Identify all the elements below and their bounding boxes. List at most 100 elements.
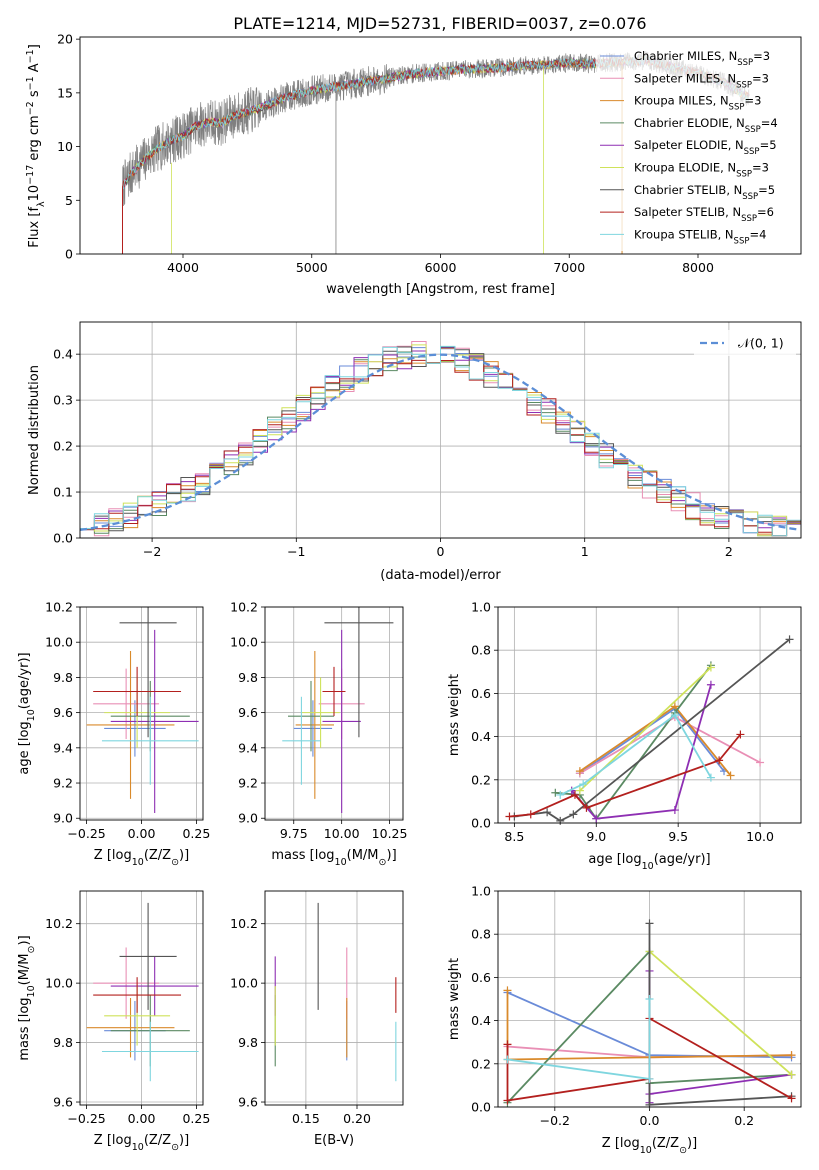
weight-marker-salpeter_miles-2 [756, 758, 765, 767]
weight-marker-chabrier_stelib-2 [556, 816, 565, 825]
weight-marker-kroupa_miles-3 [787, 1051, 796, 1060]
ytick-label-3: 0.3 [53, 393, 73, 408]
xtick-label-4: 8000 [682, 260, 714, 275]
ytick-label-2: 0.4 [471, 1013, 491, 1028]
ytick-label-1: 9.8 [238, 1035, 258, 1050]
mass_vs_Z-xlabel: Z [log10(Z/Z⊙)] [94, 1133, 189, 1153]
ytick-label-3: 0.6 [471, 970, 491, 985]
ytick-label-2: 10 [57, 139, 73, 154]
weight-line-kroupa_stelib [559, 713, 712, 796]
weight-vs-age-panel: 8.5 9.0 9.5 10.0 0.0 0.2 0.4 0.6 0.8 1.0 age [log1… [447, 600, 802, 872]
ytick-label-4: 9.8 [53, 670, 73, 685]
spectrum-ylabel: Flux [fλ10−17 erg cm−2 s−1 A−1] [25, 44, 47, 248]
legend-label-kroupa_elodie: Kroupa ELODIE, NSSP=3 [634, 161, 769, 180]
ytick-label-4: 20 [57, 32, 73, 47]
legend-label-kroupa_stelib: Kroupa STELIB, NSSP=4 [634, 227, 766, 246]
xtick-label-0: 4000 [167, 260, 199, 275]
weight-marker-kroupa_elodie-1 [787, 1070, 796, 1079]
axes-frame [79, 606, 204, 821]
legend-label-chabrier_stelib: Chabrier STELIB, NSSP=5 [634, 183, 775, 202]
weight-marker-kroupa_miles-0 [575, 767, 584, 776]
ytick-label-0: 0.0 [471, 816, 491, 831]
ytick-label-3: 9.6 [238, 705, 258, 720]
residuals-panel: −2 −1 0 1 2 0.0 0.1 0.2 0.3 0.4 𝒩(0, 1) (data-model… [27, 321, 802, 583]
xtick-label-1: 0.00 [128, 1111, 156, 1126]
ytick-label-0: 0.0 [53, 531, 73, 546]
xtick-label-1: −1 [287, 544, 305, 559]
weight-marker-kroupa_stelib-2 [670, 711, 679, 719]
weight-line-kroupa_stelib [507, 999, 651, 1080]
xtick-label-2: 10.25 [372, 826, 408, 841]
xtick-label-3: 10.0 [746, 829, 774, 844]
weight_vs_Z-ylabel: mass weight [447, 958, 462, 1040]
weight-marker-salpeter_stelib-0 [505, 812, 514, 821]
gaussian-curve [79, 353, 799, 532]
ytick-label-2: 0.4 [471, 729, 491, 744]
ytick-label-0: 9.6 [238, 1095, 258, 1110]
weight-marker-kroupa_elodie-0 [575, 786, 584, 795]
age-vs-metallicity-panel: −0.25 0.00 0.25 9.0 9.2 9.4 9.6 9.8 10.0 10.2 Z [l… [17, 600, 210, 868]
xtick-label-4: 2 [725, 544, 733, 559]
age_vs_mass-xlabel: mass [log10(M/M⊙)] [271, 848, 396, 868]
xtick-label-1: 0.0 [640, 1113, 660, 1128]
ytick-label-1: 0.1 [53, 485, 73, 500]
ytick-label-3: 9.6 [53, 705, 73, 720]
ytick-label-1: 9.2 [53, 776, 73, 791]
xtick-label-0: 0.15 [292, 1111, 320, 1126]
weight-marker-kroupa_stelib-1 [645, 1074, 654, 1083]
spectrum-xlabel: wavelength [Angstrom, rest frame] [326, 282, 555, 297]
weight-marker-kroupa_miles-2 [726, 771, 735, 780]
legend-box [596, 46, 796, 251]
ytick-label-2: 10.0 [230, 976, 258, 991]
legend-label-salpeter_elodie: Salpeter ELODIE, NSSP=5 [634, 138, 777, 157]
ytick-label-3: 15 [57, 85, 73, 100]
mass-vs-metallicity-panel: −0.25 0.00 0.25 9.6 9.8 10.0 10.2 Z [log10(Z/Z⊙… [17, 890, 210, 1153]
xtick-label-2: 0.25 [182, 1111, 210, 1126]
mass-vs-ebv-panel: 0.15 0.20 9.6 9.8 10.0 10.2 E(B-V) [230, 890, 404, 1148]
xtick-label-2: 9.5 [668, 829, 688, 844]
weight-marker-salpeter_stelib-1 [503, 1096, 512, 1105]
ytick-label-0: 0 [65, 247, 73, 262]
axes-frame [79, 890, 204, 1106]
xtick-label-1: 5000 [296, 260, 328, 275]
weight-marker-salpeter_stelib-3 [582, 803, 591, 812]
ytick-label-3: 10.2 [230, 916, 258, 931]
weight-marker-salpeter_elodie-3 [706, 680, 715, 689]
weight-line-kroupa_miles [506, 990, 792, 1061]
weight-line-salpeter_elodie [648, 970, 792, 1103]
ytick-label-1: 5 [65, 193, 73, 208]
ytick-label-5: 10.0 [45, 635, 73, 650]
ytick-label-6: 10.2 [45, 600, 73, 615]
ytick-label-4: 0.8 [471, 927, 491, 942]
xtick-label-2: 0.25 [182, 826, 210, 841]
age_vs_Z-xlabel: Z [log10(Z/Z⊙)] [94, 848, 189, 868]
xtick-label-0: −0.25 [67, 1111, 105, 1126]
weight-marker-kroupa_elodie-1 [706, 663, 715, 672]
weight_vs_age-ylabel: mass weight [447, 674, 462, 756]
axes-frame [497, 606, 802, 824]
weight-marker-salpeter_stelib-1 [526, 810, 535, 819]
weight-marker-kroupa_stelib-2 [645, 995, 654, 1003]
weight-marker-kroupa_stelib-0 [503, 1055, 512, 1064]
xtick-label-1: 10.00 [324, 826, 360, 841]
figure-title: PLATE=1214, MJD=52731, FIBERID=0037, z=0… [233, 14, 646, 33]
xtick-label-0: −2 [143, 544, 161, 559]
age-vs-mass-panel: 9.75 10.00 10.25 9.0 9.2 9.4 9.6 9.8 10.0 10.2 mas… [230, 600, 408, 868]
ytick-label-5: 1.0 [471, 600, 491, 615]
weight-marker-salpeter_stelib-2 [570, 790, 579, 799]
legend-label-salpeter_stelib: Salpeter STELIB, NSSP=6 [634, 205, 774, 224]
weight-vs-metallicity-panel: −0.2 0.0 0.2 0.0 0.2 0.4 0.6 0.8 1.0 Z [log10(Z/Z… [447, 884, 802, 1156]
xtick-label-0: −0.25 [67, 826, 105, 841]
axes-frame [79, 36, 802, 255]
residuals-ylabel: Normed distribution [27, 365, 42, 495]
ytick-label-2: 9.4 [53, 740, 73, 755]
weight-marker-chabrier_elodie-0 [551, 788, 560, 797]
weight-marker-salpeter_stelib-4 [787, 1094, 796, 1103]
weight-marker-salpeter_stelib-5 [736, 730, 745, 739]
ytick-label-4: 0.4 [53, 347, 73, 362]
ytick-label-1: 0.2 [471, 772, 491, 787]
axes-frame [79, 321, 802, 539]
xtick-label-0: 9.75 [280, 826, 308, 841]
axes-frame [497, 890, 802, 1108]
xtick-label-1: 0.00 [128, 826, 156, 841]
